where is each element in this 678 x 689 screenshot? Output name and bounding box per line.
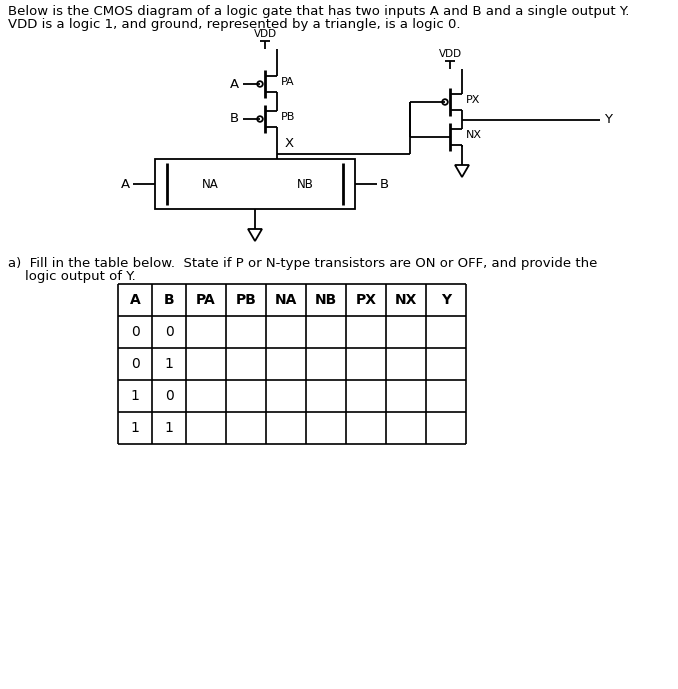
Text: PA: PA — [196, 293, 216, 307]
Text: X: X — [285, 137, 294, 150]
Text: Below is the CMOS diagram of a logic gate that has two inputs A and B and a sing: Below is the CMOS diagram of a logic gat… — [8, 5, 629, 18]
Text: PB: PB — [235, 293, 256, 307]
Text: B: B — [163, 293, 174, 307]
Text: NX: NX — [466, 130, 482, 140]
Text: A: A — [129, 293, 140, 307]
Text: NA: NA — [201, 178, 218, 190]
Text: PX: PX — [466, 95, 481, 105]
Text: A: A — [230, 77, 239, 90]
Text: NB: NB — [315, 293, 337, 307]
Text: VDD: VDD — [254, 29, 277, 39]
Text: 1: 1 — [131, 389, 140, 403]
Text: PA: PA — [281, 77, 295, 87]
Text: B: B — [230, 112, 239, 125]
Text: 0: 0 — [131, 325, 140, 339]
Text: a)  Fill in the table below.  State if P or N-type transistors are ON or OFF, an: a) Fill in the table below. State if P o… — [8, 257, 597, 270]
Text: Y: Y — [441, 293, 451, 307]
Text: A: A — [121, 178, 130, 190]
Text: Y: Y — [604, 113, 612, 126]
Bar — [155, 159, 355, 209]
Text: NB: NB — [296, 178, 313, 190]
Text: PB: PB — [281, 112, 296, 122]
Text: logic output of Y.: logic output of Y. — [8, 270, 136, 283]
Text: 1: 1 — [131, 421, 140, 435]
Text: 0: 0 — [165, 389, 174, 403]
Text: VDD is a logic 1, and ground, represented by a triangle, is a logic 0.: VDD is a logic 1, and ground, represente… — [8, 18, 460, 31]
Text: 1: 1 — [165, 421, 174, 435]
Text: 1: 1 — [165, 357, 174, 371]
Text: 0: 0 — [165, 325, 174, 339]
Text: NX: NX — [395, 293, 417, 307]
Text: VDD: VDD — [439, 49, 462, 59]
Text: PX: PX — [355, 293, 376, 307]
Text: B: B — [380, 178, 389, 190]
Text: NA: NA — [275, 293, 297, 307]
Text: 0: 0 — [131, 357, 140, 371]
